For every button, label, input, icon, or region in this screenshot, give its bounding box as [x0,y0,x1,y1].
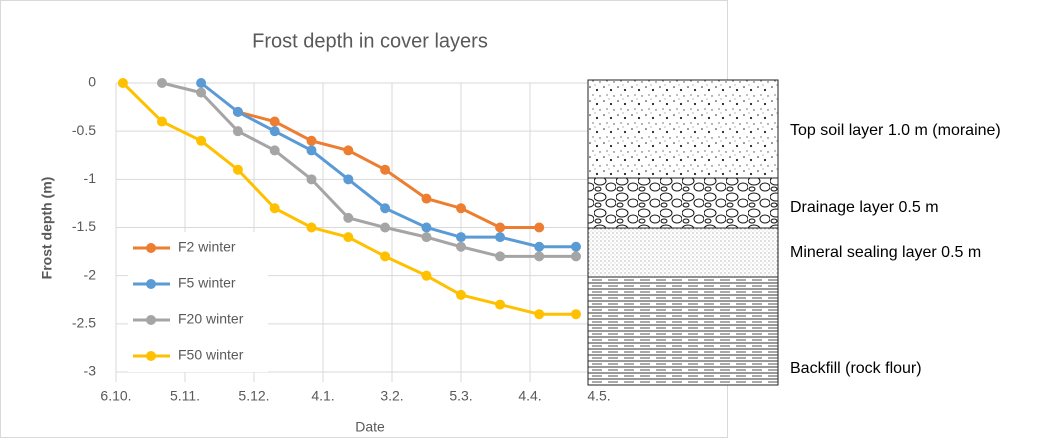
data-point [534,222,545,233]
layer-mineral [587,227,779,278]
x-tick-label: 5.12. [238,388,269,404]
x-tick-label: 5.11. [170,388,200,404]
data-point [534,241,545,252]
chart-title: Frost depth in cover layers [252,30,488,52]
data-point [380,251,391,262]
data-point [495,251,506,262]
layer-label: Mineral sealing layer 0.5 m [790,244,981,261]
data-point [571,309,581,320]
data-point [157,116,167,127]
data-point [343,145,354,156]
data-point [380,222,391,233]
y-tick-label: -1 [84,170,97,186]
data-point [157,78,167,88]
data-point [306,174,317,185]
data-point [269,116,280,127]
data-point [456,232,466,243]
x-tick-label: 3.2. [380,388,403,404]
data-point [495,222,506,233]
legend-marker [146,315,156,325]
data-point [421,232,432,243]
data-point [343,232,354,243]
data-point [534,309,545,320]
data-point [456,289,466,300]
data-point [421,222,432,233]
legend-marker [146,243,156,253]
layer-backfill [587,276,779,386]
data-point [269,145,280,156]
legend-label: F50 winter [178,347,244,363]
y-tick-label: 0 [88,74,96,90]
legend-label: F20 winter [178,311,244,327]
layer-drainage [587,177,779,229]
data-point [232,164,243,175]
data-point [306,222,317,233]
data-point [196,78,207,88]
y-tick-label: -2 [84,266,97,282]
data-point [421,193,432,204]
legend-box [128,232,268,372]
series-line [161,81,576,258]
data-point [571,251,581,262]
y-tick-label: -1.5 [72,218,96,234]
data-point [571,241,581,252]
data-point [196,135,207,146]
x-tick-label: 4.5. [587,388,610,404]
y-axis-title: Frost depth (m) [39,177,55,280]
layer-top-soil [587,79,779,179]
data-point [232,126,243,137]
data-point [306,145,317,156]
legend-marker [146,279,156,289]
x-axis-title: Date [355,419,385,435]
data-point [380,203,391,214]
x-tick-label: 5.3. [449,388,472,404]
x-tick-label: 4.1. [311,388,334,404]
data-point [117,78,128,88]
data-point [456,241,466,252]
data-point [306,135,317,146]
layer-label: Drainage layer 0.5 m [790,199,939,216]
y-tick-label: -3 [84,363,97,379]
x-tick-label: 6.10. [100,388,131,404]
layer-label: Top soil layer 1.0 m (moraine) [790,122,1001,139]
data-point [196,87,207,98]
plot-area: 0 -0.5 -1 -1.5 -2 -2.5 -36.10. 5.11. 5.12. 4.1. 3.… [72,74,611,404]
legend-label: F2 winter [178,239,236,255]
data-point [232,106,243,117]
data-point [269,203,280,214]
data-point [380,164,391,175]
x-tick-label: 4.4. [518,388,541,404]
data-point [269,126,280,137]
y-tick-label: -2.5 [72,315,96,331]
data-point [495,299,506,310]
data-point [456,203,466,214]
y-tick-label: -0.5 [72,122,96,138]
data-point [421,270,432,281]
data-point [534,251,545,262]
data-point [343,174,354,185]
soil-diagram [587,79,779,386]
legend-marker [146,351,156,361]
legend-label: F5 winter [178,275,236,291]
data-point [343,212,354,223]
data-point [495,232,506,243]
layer-label: Backfill (rock flour) [790,360,922,377]
